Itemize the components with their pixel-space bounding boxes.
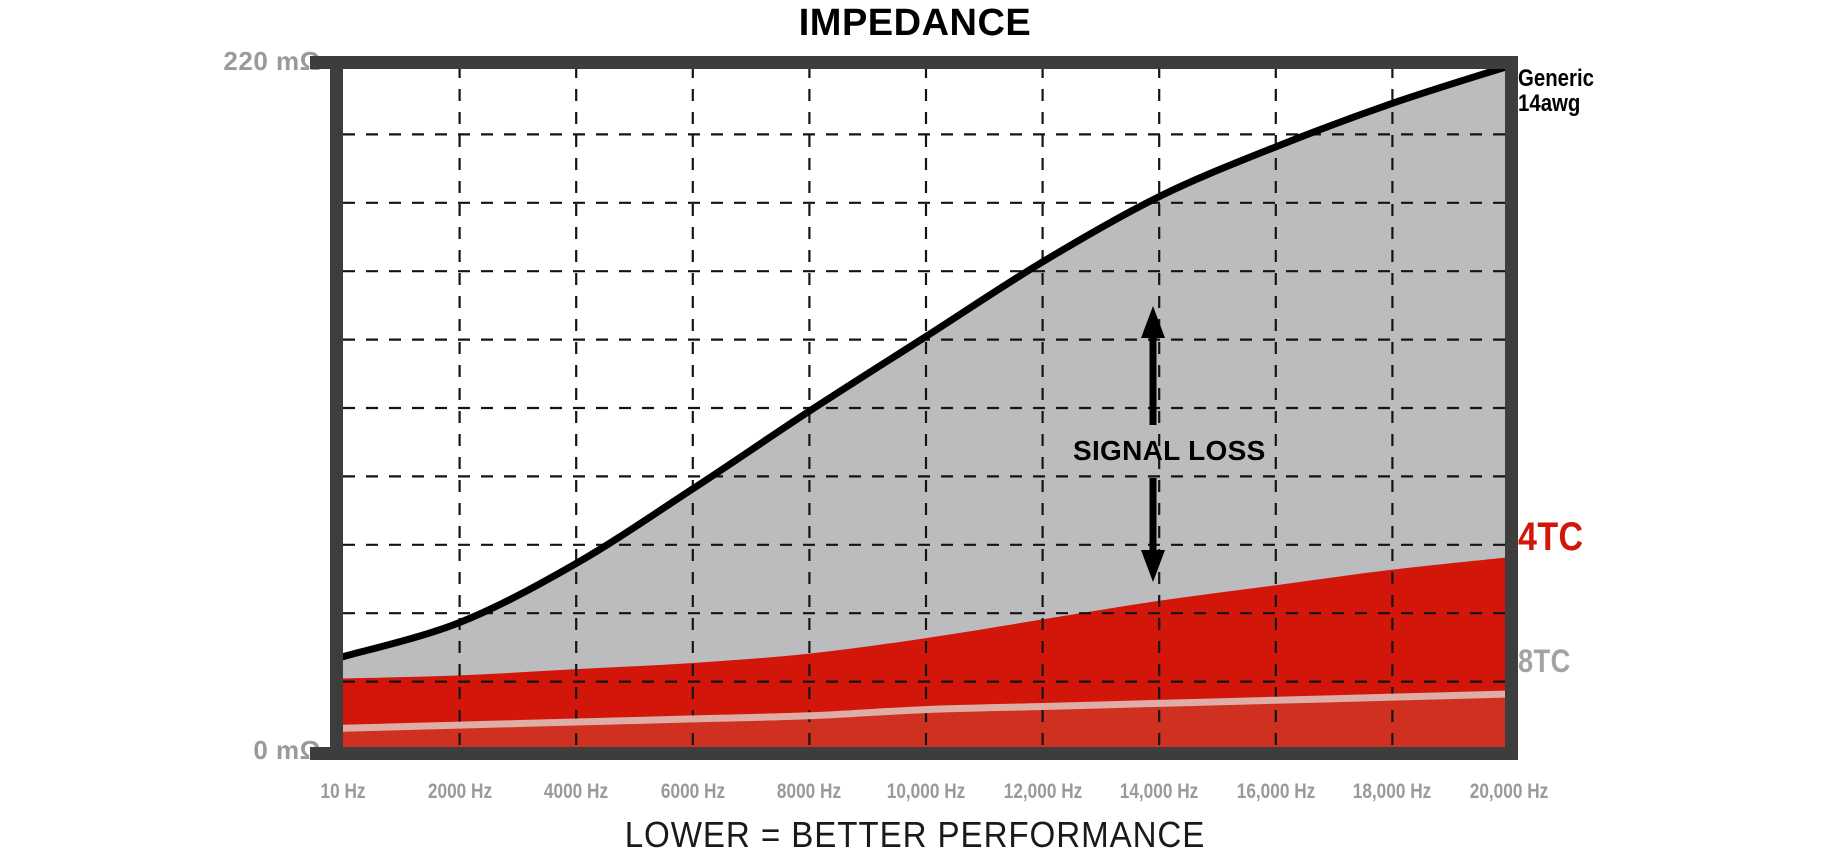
series-label-4tc: 4TC <box>1518 515 1584 559</box>
x-tick-label: 10,000 Hz <box>886 780 966 803</box>
generic-label-line1: Generic <box>1518 65 1594 92</box>
x-tick-label: 12,000 Hz <box>1003 780 1082 803</box>
y-axis-min-label: 0 mΩ <box>253 735 321 765</box>
footer-caption: LOWER = BETTER PERFORMANCE <box>624 814 1206 855</box>
page-title: IMPEDANCE <box>798 2 1032 44</box>
generic-label-line2: 14awg <box>1518 90 1581 118</box>
x-tick-label: 10 Hz <box>320 780 366 803</box>
generic-14awg-curve <box>339 65 1510 661</box>
x-tick-label: 20,000 Hz <box>1469 780 1549 803</box>
signal-loss-label: SIGNAL LOSS <box>1073 435 1266 466</box>
x-tick-label: 6000 Hz <box>660 780 725 803</box>
x-tick-label: 18,000 Hz <box>1353 780 1432 803</box>
x-tick-label: 16,000 Hz <box>1236 780 1316 803</box>
x-tick-label: 4000 Hz <box>544 780 609 803</box>
signal-loss-arrow <box>1141 306 1165 582</box>
x-tick-label: 8000 Hz <box>777 780 842 803</box>
8tc-area <box>343 694 1509 752</box>
series-curves <box>339 65 1510 732</box>
series-label-generic-14awg: Generic 14awg <box>1518 65 1594 118</box>
x-tick-label: 14,000 Hz <box>1119 780 1199 803</box>
series-label-8tc: 8TC <box>1518 643 1571 679</box>
y-axis-max-label: 220 mΩ <box>223 46 321 76</box>
axis-frame <box>310 56 1518 760</box>
8tc-curve <box>339 690 1510 732</box>
x-tick-label: 2000 Hz <box>427 780 492 803</box>
